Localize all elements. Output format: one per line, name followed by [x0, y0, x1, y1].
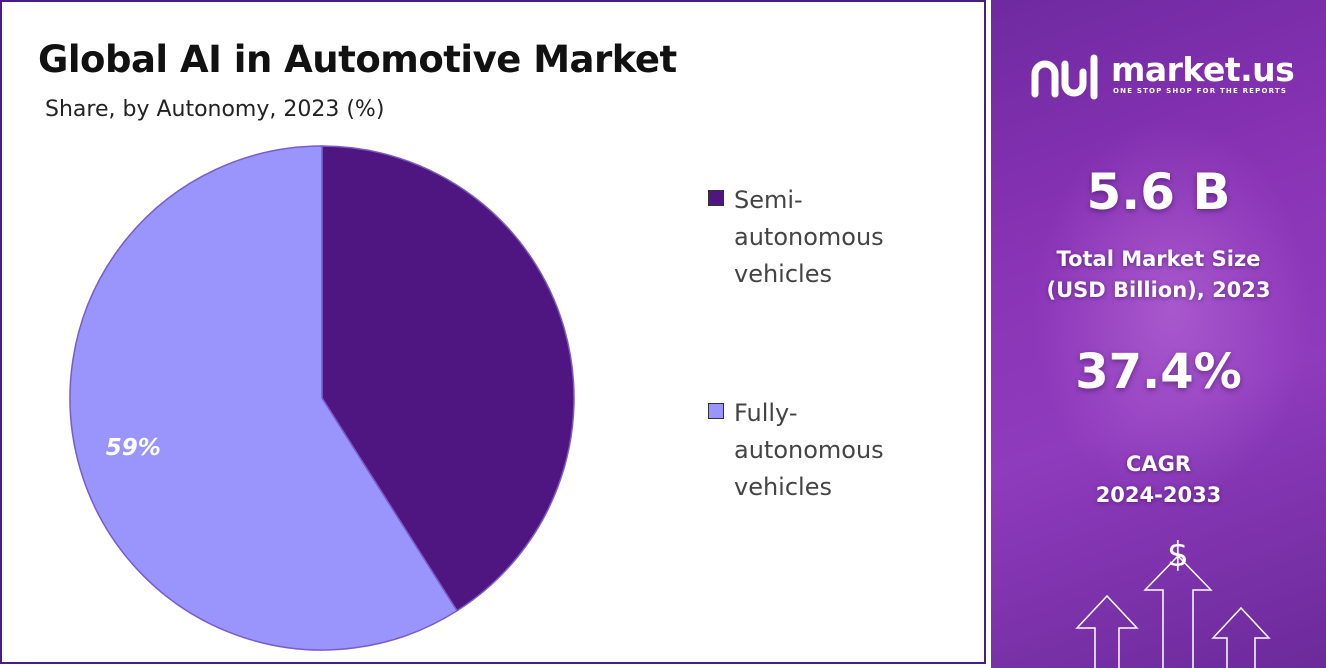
cagr-value: 37.4% — [1075, 344, 1242, 400]
background-glow — [1031, 120, 1311, 500]
pie-data-label: 59% — [106, 435, 161, 461]
pie-chart: 59% — [69, 145, 575, 651]
pie-slice-fully-autonomous-vehicles — [69, 145, 459, 651]
legend-label-line: vehicles — [734, 260, 832, 288]
legend-item-semi-autonomous: Semi- autonomous vehicles — [708, 182, 924, 293]
legend-label-line: autonomous — [734, 436, 884, 464]
pie-slices-group — [69, 145, 575, 651]
brand-tagline: ONE STOP SHOP FOR THE REPORTS — [1113, 87, 1288, 95]
market-size-label-line: Total Market Size — [1056, 247, 1261, 271]
legend-item-fully-autonomous: Fully- autonomous vehicles — [708, 395, 924, 506]
legend-label-line: Fully- — [734, 399, 798, 427]
market-size-value: 5.6 B — [1086, 163, 1231, 221]
legend-label-line: vehicles — [734, 473, 832, 501]
brand-name: market.us — [1111, 50, 1295, 89]
chart-panel: Global AI in Automotive Market Share, by… — [0, 0, 986, 664]
chart-title: Global AI in Automotive Market — [38, 38, 677, 81]
dollar-growth-arrows-icon: $ — [1075, 535, 1271, 668]
legend-label-line: Semi- — [734, 186, 803, 214]
chart-legend: Semi- autonomous vehicles Fully- autonom… — [708, 182, 938, 506]
market-size-label-line: (USD Billion), 2023 — [1046, 278, 1271, 302]
legend-swatch-fully-autonomous — [708, 403, 724, 419]
legend-swatch-semi-autonomous — [708, 190, 724, 206]
legend-label-line: autonomous — [734, 223, 884, 251]
market-summary-panel: market.us ONE STOP SHOP FOR THE REPORTS … — [991, 0, 1326, 668]
pie-slice-semi-autonomous-vehicles — [321, 145, 575, 612]
cagr-label-line: CAGR — [1125, 452, 1192, 476]
pie-labels-group: 59% — [106, 435, 161, 461]
cagr-label: CAGR 2024-2033 — [991, 449, 1326, 511]
chart-subtitle: Share, by Autonomy, 2023 (%) — [45, 97, 385, 122]
market-us-logo-icon — [1031, 54, 1098, 100]
cagr-label-line: 2024-2033 — [1095, 483, 1222, 507]
market-size-label: Total Market Size (USD Billion), 2023 — [991, 244, 1326, 306]
brand-logo: market.us ONE STOP SHOP FOR THE REPORTS — [1031, 50, 1301, 104]
